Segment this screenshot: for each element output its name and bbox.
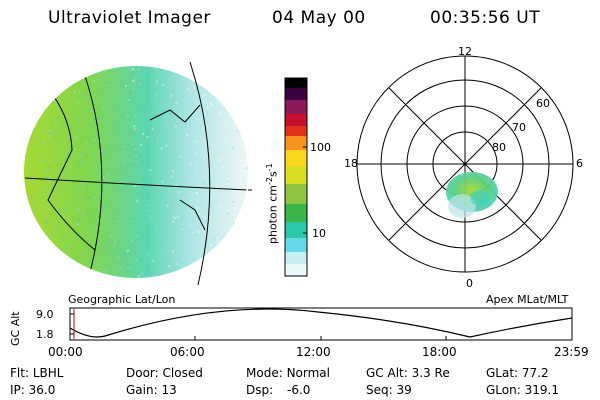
time-tick-0000: 00:00 xyxy=(48,345,83,359)
mlat-label-60: 60 xyxy=(536,97,550,110)
time-tick-1200: 12:00 xyxy=(296,345,331,359)
mlt-label-18: 18 xyxy=(344,157,358,170)
ip-status: IP: 36.0 xyxy=(10,383,56,397)
colorbar-tick-10: 10 xyxy=(312,227,326,240)
colorbar-unit-label: photon cm-2s-1 xyxy=(265,163,280,244)
polar-caption: Apex MLat/MLT xyxy=(486,293,569,306)
mlat-label-70: 70 xyxy=(512,121,526,134)
sequence-status: Seq: 39 xyxy=(366,383,412,397)
mlt-label-12: 12 xyxy=(458,45,472,58)
intensity-colorbar xyxy=(284,77,308,277)
geographic-longitude-status: GLon: 319.1 xyxy=(486,383,559,397)
date-label: 04 May 00 xyxy=(272,8,366,28)
mode-status: Mode: Normal xyxy=(246,366,330,380)
mlt-label-0: 0 xyxy=(466,277,473,290)
dsp-status: Dsp: -6.0 xyxy=(246,383,311,397)
time-label: 00:35:56 UT xyxy=(430,8,541,28)
auroral-oval-image xyxy=(446,172,498,218)
instrument-title: Ultraviolet Imager xyxy=(48,8,211,28)
gain-status: Gain: 13 xyxy=(126,383,177,397)
altitude-plot xyxy=(69,307,573,341)
geographic-caption: Geographic Lat/Lon xyxy=(68,293,176,306)
filter-status: Flt: LBHL xyxy=(10,366,64,380)
time-tick-1800: 18:00 xyxy=(422,345,457,359)
door-status: Door: Closed xyxy=(126,366,203,380)
altitude-ytick-low: 1.8 xyxy=(36,328,54,341)
mlat-label-80: 80 xyxy=(492,141,506,154)
time-tick-0600: 06:00 xyxy=(170,345,205,359)
geographic-earth-image xyxy=(24,61,252,286)
mlt-label-6: 6 xyxy=(576,157,583,170)
altitude-ytick-high: 9.0 xyxy=(36,308,54,321)
time-tick-2359: 23:59 xyxy=(554,345,589,359)
geographic-latitude-status: GLat: 77.2 xyxy=(486,366,549,380)
gc-altitude-status: GC Alt: 3.3 Re xyxy=(366,366,450,380)
altitude-ylabel: GC Alt xyxy=(9,311,22,346)
colorbar-tick-100: 100 xyxy=(310,141,331,154)
polar-mlt-plot xyxy=(356,55,574,273)
